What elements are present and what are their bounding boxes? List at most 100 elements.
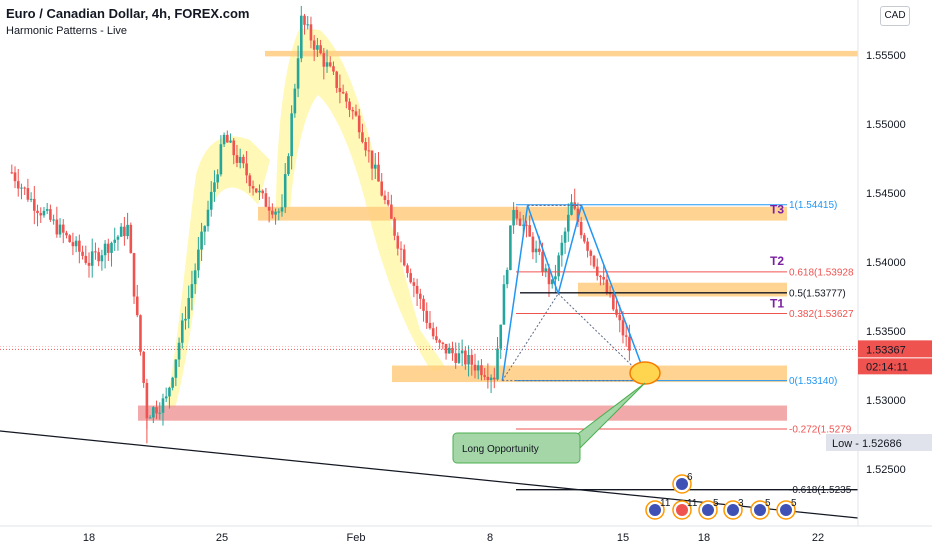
candle-body (357, 115, 361, 133)
candle-body (390, 204, 393, 219)
candle-body (135, 296, 139, 316)
candle-body (242, 156, 245, 164)
candle-body (544, 268, 548, 272)
candle-body (489, 377, 493, 381)
symbol-title[interactable]: Euro / Canadian Dollar, 4h, FOREX.com (6, 6, 250, 21)
candle-body (103, 243, 107, 256)
indicator-name[interactable]: Harmonic Patterns - Live (6, 25, 128, 37)
candle-body (602, 277, 605, 280)
candle-body (303, 15, 306, 25)
candle-body (251, 186, 255, 189)
candle-body (431, 328, 435, 337)
candle-body (441, 342, 445, 344)
candle-body (158, 412, 162, 414)
candle-body (293, 88, 297, 114)
candle-body (267, 206, 271, 211)
flag-icon (676, 478, 688, 490)
candle-body (245, 163, 248, 176)
candle-body (312, 40, 316, 50)
candle-body (119, 226, 123, 237)
candle-body (94, 251, 97, 253)
candle-body (467, 354, 470, 365)
candle-body (595, 266, 599, 276)
candle-body (486, 376, 490, 381)
zone-band (578, 282, 787, 297)
candle-body (45, 209, 49, 211)
candle-body (123, 226, 126, 237)
candle-body (113, 239, 117, 243)
candle-body (499, 324, 503, 349)
current-price-tag (858, 340, 932, 358)
candle-body (203, 226, 207, 232)
candle-body (116, 236, 120, 240)
candle-body (309, 24, 313, 41)
candle-body (23, 187, 26, 189)
candle-body (425, 310, 429, 323)
candle-body (209, 191, 213, 210)
candle-body (515, 209, 519, 219)
candle-body (399, 248, 403, 250)
candle-body (373, 164, 377, 169)
candle-body (531, 236, 535, 253)
candle-body (287, 156, 290, 175)
pattern-leg (526, 205, 559, 294)
event-count: 6 (687, 472, 693, 483)
candle-body (599, 275, 602, 278)
currency-button[interactable]: CAD (880, 6, 910, 26)
callout-box (452, 432, 581, 464)
candle-body (579, 221, 583, 236)
candle-body (409, 273, 412, 283)
candle-body (148, 417, 152, 419)
candle-body (306, 24, 310, 26)
candle-body (557, 255, 560, 277)
candle-body (460, 350, 464, 354)
candle-body (254, 188, 258, 193)
target-label: T2 (770, 254, 784, 268)
zone-band (258, 206, 787, 221)
candle-body (521, 224, 525, 226)
candle-body (126, 224, 129, 237)
candle-body (248, 175, 252, 187)
candle-body (152, 407, 155, 418)
candle-body (142, 351, 145, 383)
pattern-guide (557, 293, 648, 382)
candle-body (386, 200, 390, 205)
candle-body (335, 71, 338, 88)
candle-body (197, 249, 200, 271)
candle-body (232, 140, 236, 156)
candle-body (187, 298, 191, 319)
zone-band (392, 365, 787, 383)
candle-body (58, 224, 62, 235)
candle-body (264, 193, 268, 207)
candle-body (470, 354, 474, 365)
candle-body (618, 314, 622, 321)
candle-body (235, 155, 239, 163)
event-count: 11 (660, 498, 671, 509)
candle-body (525, 224, 528, 226)
candle-body (319, 45, 322, 54)
candle-body (65, 232, 68, 236)
flag-icon (754, 504, 766, 516)
candle-body (406, 265, 409, 274)
chart-header: Euro / Canadian Dollar, 4h, FOREX.com Ha… (6, 6, 249, 37)
candle-body (541, 251, 544, 272)
candle-body (464, 350, 467, 365)
candle-body (129, 224, 133, 254)
candle-body (328, 62, 332, 67)
fib-level-label: 0.5(1.53777) (789, 288, 846, 299)
candle-body (90, 251, 94, 266)
candle-body (10, 172, 14, 174)
candle-body (332, 66, 335, 72)
candle-body (139, 315, 142, 352)
candle-body (226, 134, 229, 143)
candle-body (444, 343, 448, 354)
target-label: T1 (770, 297, 784, 311)
candle-body (200, 231, 203, 250)
candle-body (454, 353, 457, 363)
pattern-guide (501, 293, 559, 381)
candle-body (621, 320, 625, 336)
time-tick-label: 18 (698, 532, 710, 544)
bar-countdown: 02:14:11 (866, 361, 908, 373)
candle-body (560, 242, 564, 256)
